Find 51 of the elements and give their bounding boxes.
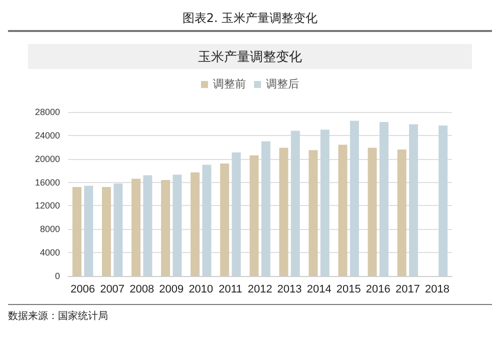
x-tick-label: 2014 — [306, 284, 332, 296]
y-tick-label: 8000 — [40, 224, 60, 234]
bar — [338, 144, 348, 276]
x-tick-label: 2008 — [130, 284, 154, 296]
bar — [84, 186, 94, 276]
bar — [250, 155, 259, 276]
source-note: 数据来源：国家统计局 — [8, 304, 492, 323]
bar — [308, 150, 318, 276]
x-tick-label: 2018 — [424, 284, 450, 296]
x-tick-label: 2007 — [100, 284, 125, 296]
x-tick-label: 2016 — [366, 284, 390, 296]
y-tick-label: 4000 — [40, 248, 60, 258]
y-tick-label: 16000 — [34, 177, 60, 188]
bar — [161, 180, 170, 276]
x-tick-label: 2015 — [336, 284, 361, 296]
bar — [409, 124, 418, 276]
bar — [438, 125, 448, 276]
x-tick-label: 2010 — [188, 284, 214, 296]
x-tick-label: 2013 — [277, 284, 302, 296]
bar — [202, 164, 212, 276]
legend-label: 调整前 — [213, 78, 246, 90]
bar — [380, 122, 389, 276]
bar — [143, 175, 152, 276]
y-tick-label: 0 — [54, 271, 60, 281]
bar — [232, 152, 241, 276]
chart-title: 图表2. 玉米产量调整变化 — [8, 6, 492, 32]
x-tick-label: 2006 — [70, 284, 96, 296]
bar — [190, 172, 200, 276]
x-tick-label: 2011 — [218, 284, 242, 296]
bar — [350, 120, 359, 276]
bar — [279, 148, 288, 276]
bar — [397, 149, 406, 276]
bar — [290, 130, 300, 276]
bar — [220, 164, 230, 276]
x-tick-label: 2012 — [248, 284, 272, 296]
y-tick-label: 20000 — [34, 154, 60, 164]
bar — [261, 141, 270, 276]
y-tick-label: 28000 — [34, 107, 60, 117]
y-tick-label: 12000 — [34, 200, 60, 211]
bar — [172, 174, 182, 276]
legend-label: 调整后 — [266, 78, 299, 90]
bar — [320, 130, 330, 276]
x-tick-label: 2017 — [395, 284, 420, 296]
bar — [102, 186, 111, 276]
bar — [368, 148, 377, 276]
x-tick-label: 2009 — [159, 284, 184, 296]
bar — [114, 183, 123, 276]
bar — [131, 178, 140, 276]
chart-subtitle: 玉米产量调整变化 — [198, 49, 302, 64]
bar — [72, 186, 82, 276]
y-tick-label: 24000 — [34, 130, 60, 140]
